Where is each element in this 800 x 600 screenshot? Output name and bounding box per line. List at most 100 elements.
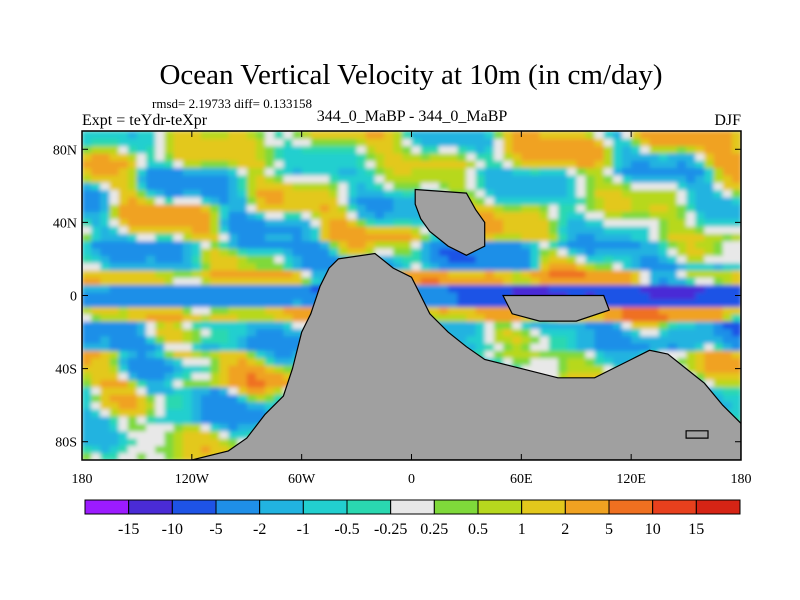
field-cell <box>201 379 211 388</box>
field-cell <box>164 343 175 351</box>
field-cell <box>329 226 339 234</box>
field-cell <box>338 182 349 191</box>
field-cell <box>136 240 147 249</box>
field-cell <box>155 335 165 344</box>
field-cell <box>118 350 129 359</box>
field-cell <box>100 174 111 183</box>
field-cell <box>173 145 184 154</box>
field-cell <box>567 248 577 256</box>
field-cell <box>448 160 458 169</box>
field-cell <box>136 167 147 176</box>
field-cell <box>686 262 696 271</box>
field-cell <box>658 226 669 234</box>
field-cell <box>439 291 449 300</box>
field-cell <box>228 218 239 227</box>
field-cell <box>210 343 220 351</box>
field-cell <box>246 306 257 315</box>
field-cell <box>310 291 321 300</box>
field-cell <box>146 211 156 220</box>
field-cell <box>109 269 120 278</box>
field-cell <box>539 152 550 161</box>
field-cell <box>347 131 358 139</box>
field-cell <box>722 313 733 322</box>
field-cell <box>219 269 230 278</box>
field-cell <box>246 365 257 373</box>
field-cell <box>182 379 193 388</box>
field-cell <box>539 174 550 183</box>
field-cell <box>594 277 605 286</box>
field-cell <box>457 291 468 300</box>
field-cell <box>155 218 165 227</box>
field-cell <box>603 335 614 344</box>
field-cell <box>182 313 193 322</box>
field-cell <box>411 262 422 271</box>
field-cell <box>667 328 678 337</box>
field-cell <box>173 131 184 139</box>
colorbar-label: -0.5 <box>334 521 359 538</box>
field-cell <box>173 445 184 454</box>
field-cell <box>585 152 596 161</box>
field-cell <box>667 167 678 176</box>
field-cell <box>136 233 147 242</box>
field-cell <box>649 328 660 337</box>
field-cell <box>704 284 715 293</box>
field-cell <box>265 152 275 161</box>
field-cell <box>695 218 705 227</box>
field-cell <box>493 218 504 227</box>
field-cell <box>301 240 312 249</box>
field-cell <box>329 218 339 227</box>
field-cell <box>118 211 129 220</box>
field-cell <box>246 255 257 264</box>
field-cell <box>173 335 184 344</box>
field-cell <box>310 189 321 198</box>
field-cell <box>557 182 568 191</box>
field-cell <box>374 138 385 147</box>
field-cell <box>228 189 239 198</box>
field-cell <box>530 152 541 161</box>
field-cell <box>182 350 193 359</box>
field-cell <box>530 343 541 351</box>
field-cell <box>210 145 220 154</box>
field-cell <box>676 284 687 293</box>
field-cell <box>210 394 220 403</box>
field-cell <box>539 160 550 169</box>
field-cell <box>237 343 248 351</box>
field-cell <box>356 233 367 242</box>
field-cell <box>301 291 312 300</box>
field-cell <box>127 438 138 446</box>
field-cell <box>127 233 138 242</box>
field-cell <box>722 284 733 293</box>
field-cell <box>219 350 230 359</box>
field-cell <box>91 335 101 344</box>
field-cell <box>155 306 165 315</box>
field-cell <box>191 204 202 212</box>
field-cell <box>658 131 669 139</box>
field-cell <box>393 255 403 264</box>
field-cell <box>713 152 724 161</box>
field-cell <box>622 321 632 329</box>
field-cell <box>731 394 741 403</box>
field-cell <box>704 145 715 154</box>
field-cell <box>283 189 294 198</box>
field-cell <box>475 174 486 183</box>
field-cell <box>210 262 220 271</box>
field-cell <box>191 445 202 454</box>
field-cell <box>91 408 101 417</box>
field-cell <box>429 262 440 271</box>
field-cell <box>329 248 339 256</box>
field-cell <box>228 248 239 256</box>
field-cell <box>411 167 422 176</box>
field-cell <box>182 182 193 191</box>
field-cell <box>393 211 403 220</box>
field-cell <box>429 248 440 256</box>
field-cell <box>695 204 705 212</box>
field-cell <box>429 299 440 308</box>
field-cell <box>603 226 614 234</box>
field-cell <box>155 174 165 183</box>
x-tick-label: 180 <box>72 472 93 487</box>
field-cell <box>182 152 193 161</box>
field-cell <box>246 408 257 417</box>
field-cell <box>155 379 165 388</box>
field-cell <box>219 277 230 286</box>
field-cell <box>310 196 321 205</box>
